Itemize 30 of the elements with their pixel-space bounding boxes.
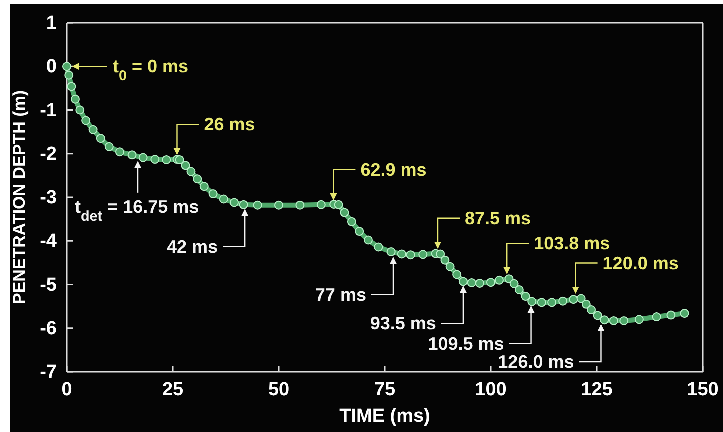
x-tick-label: 150 — [687, 379, 719, 400]
annotation: 77 ms — [315, 284, 366, 305]
x-tick-label: 125 — [581, 379, 614, 400]
y-tick-label: -5 — [40, 274, 58, 296]
y-tick-label: -6 — [40, 318, 57, 340]
y-tick-label: -7 — [40, 362, 57, 384]
annotation: 103.8 ms — [534, 234, 610, 254]
annotation: t$_{det}$ = 16.75 ms — [75, 196, 200, 225]
y-tick-label: -2 — [40, 144, 57, 165]
y-axis-title: PENETRATION DEPTH (m) — [10, 90, 29, 305]
y-tick-label: -1 — [40, 100, 58, 122]
annotation: 62.9 ms — [360, 160, 427, 180]
y-tick-label: 1 — [46, 13, 58, 34]
x-tick-label: 50 — [268, 379, 290, 400]
annotation: 126.0 ms — [498, 352, 574, 372]
annotation: 93.5 ms — [370, 314, 436, 334]
annotation: 109.5 ms — [428, 334, 504, 354]
x-tick-label: 75 — [374, 379, 396, 400]
x-tick-label: 25 — [162, 379, 184, 400]
annotation: 87.5 ms — [465, 208, 532, 228]
annotation: 42 ms — [167, 236, 218, 257]
y-tick-label: -4 — [40, 231, 58, 252]
x-axis-title: TIME (ms) — [340, 406, 430, 427]
y-tick-label: -3 — [40, 188, 57, 209]
x-tick-label: 100 — [475, 379, 507, 400]
x-tick-label: 0 — [62, 379, 72, 400]
y-tick-label: 0 — [46, 56, 57, 78]
annotation: 26 ms — [204, 114, 256, 135]
annotation: t$_{0}$ = 0 ms — [113, 56, 189, 85]
annotation: 120.0 ms — [602, 253, 679, 274]
